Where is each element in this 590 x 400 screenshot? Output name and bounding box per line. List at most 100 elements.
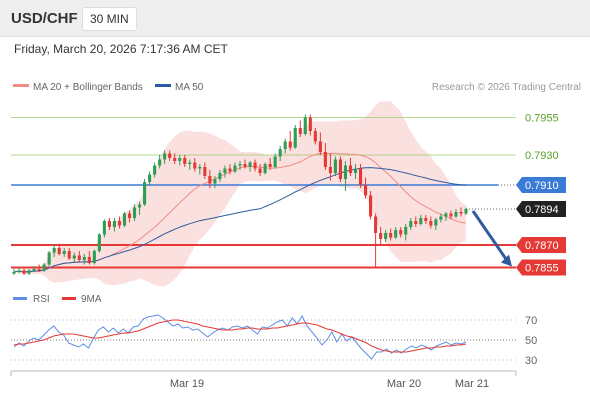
candle bbox=[52, 245, 56, 257]
level-tag-3 bbox=[516, 201, 566, 217]
candle-body bbox=[12, 272, 16, 274]
candle-body bbox=[348, 165, 353, 173]
candle bbox=[449, 210, 453, 220]
ma50-legend-swatch bbox=[155, 84, 171, 87]
candle-body bbox=[208, 176, 212, 184]
candle-body bbox=[228, 168, 232, 172]
candle bbox=[394, 227, 398, 239]
rsi-legend-label: RSI bbox=[33, 294, 50, 305]
candle bbox=[348, 158, 353, 176]
ma20-legend-label: MA 20 + Bollinger Bands bbox=[33, 82, 143, 93]
candle bbox=[17, 267, 21, 274]
price-panel: 0.7955 0.7930 0.7910 0.7894 0.7870 0.7855 bbox=[11, 101, 566, 287]
timeframe-badge[interactable]: 30 MIN bbox=[82, 7, 137, 31]
candle-body bbox=[27, 270, 31, 274]
candle-body bbox=[238, 164, 242, 166]
candle bbox=[399, 227, 403, 238]
datetime-label: Friday, March 20, 2026 7:17:36 AM CET bbox=[14, 42, 228, 56]
candle-body bbox=[389, 233, 393, 238]
candle-body bbox=[394, 230, 398, 238]
candle bbox=[163, 150, 167, 164]
candle bbox=[429, 216, 433, 229]
candle-body bbox=[218, 173, 222, 179]
candle bbox=[57, 243, 61, 256]
level-label-2: 0.7910 bbox=[525, 180, 559, 192]
candle bbox=[363, 177, 368, 199]
x-axis: Mar 19 Mar 20 Mar 21 bbox=[10, 370, 517, 390]
level-label-1: 0.7930 bbox=[525, 150, 559, 162]
candle-body bbox=[248, 162, 252, 167]
candle-body bbox=[439, 216, 443, 220]
forecast-arrow bbox=[471, 210, 509, 262]
candle-body bbox=[384, 233, 388, 239]
candle-body bbox=[333, 159, 337, 173]
candle bbox=[313, 128, 317, 145]
legend: MA 20 + Bollinger Bands MA 50 Research ©… bbox=[13, 82, 581, 93]
chart-header: USD/CHF 30 MIN bbox=[0, 0, 590, 37]
candle bbox=[454, 209, 458, 218]
candle bbox=[173, 153, 177, 164]
candle bbox=[409, 218, 413, 230]
candle-body bbox=[203, 167, 207, 176]
candle-body bbox=[318, 141, 322, 152]
candle-body bbox=[283, 141, 287, 149]
candle bbox=[153, 162, 157, 178]
candle bbox=[288, 131, 292, 151]
candle-body bbox=[82, 257, 86, 260]
rsi-tick-label: 50 bbox=[525, 335, 537, 347]
x-tick-label: Mar 19 bbox=[170, 378, 204, 390]
candle-body bbox=[253, 162, 257, 169]
level-tag-2 bbox=[516, 177, 566, 193]
candle-body bbox=[263, 164, 267, 173]
candle bbox=[283, 138, 287, 154]
level-tag-5 bbox=[516, 259, 566, 276]
candle bbox=[353, 164, 358, 179]
candle bbox=[434, 218, 438, 230]
candle bbox=[112, 218, 117, 232]
candle-body bbox=[62, 251, 66, 254]
candle bbox=[168, 150, 172, 161]
level-label-4: 0.7870 bbox=[525, 240, 559, 252]
candle-body bbox=[72, 255, 76, 259]
candle-body bbox=[188, 162, 192, 164]
candle bbox=[424, 215, 428, 224]
candle-body bbox=[183, 158, 187, 164]
candle-body bbox=[419, 218, 423, 224]
candle-body bbox=[122, 213, 127, 226]
candle-body bbox=[117, 221, 122, 226]
candle bbox=[62, 248, 66, 257]
candle-body bbox=[87, 257, 91, 263]
candle-body bbox=[338, 159, 343, 179]
candle bbox=[268, 158, 272, 170]
candle bbox=[343, 161, 348, 191]
candle-body bbox=[127, 213, 132, 218]
candle-body bbox=[379, 233, 383, 239]
candle bbox=[419, 215, 423, 226]
level-tag-4 bbox=[516, 237, 566, 253]
candle-body bbox=[148, 174, 152, 182]
candle-body bbox=[37, 269, 41, 271]
candle bbox=[12, 269, 16, 275]
candle bbox=[87, 251, 91, 265]
candle-body bbox=[414, 221, 418, 224]
candle bbox=[67, 248, 71, 260]
candle-body bbox=[459, 212, 463, 214]
ma50-legend-label: MA 50 bbox=[175, 82, 204, 93]
level-label-3: 0.7894 bbox=[525, 204, 559, 216]
candle-body bbox=[158, 159, 162, 166]
candle-body bbox=[22, 270, 26, 274]
candle bbox=[298, 120, 302, 137]
x-tick-label: Mar 20 bbox=[387, 378, 421, 390]
candle-body bbox=[258, 168, 262, 173]
candle bbox=[243, 159, 247, 169]
candle-body bbox=[92, 251, 96, 263]
candle-body bbox=[47, 252, 51, 265]
candle-body bbox=[268, 164, 272, 167]
ma9-legend-label: 9MA bbox=[81, 294, 102, 305]
candle bbox=[379, 227, 383, 245]
candle bbox=[213, 176, 217, 188]
candle-body bbox=[223, 168, 227, 173]
rsi-panel: 70 50 30 bbox=[11, 314, 537, 367]
candle-body bbox=[358, 168, 363, 185]
candle-body bbox=[434, 219, 438, 226]
